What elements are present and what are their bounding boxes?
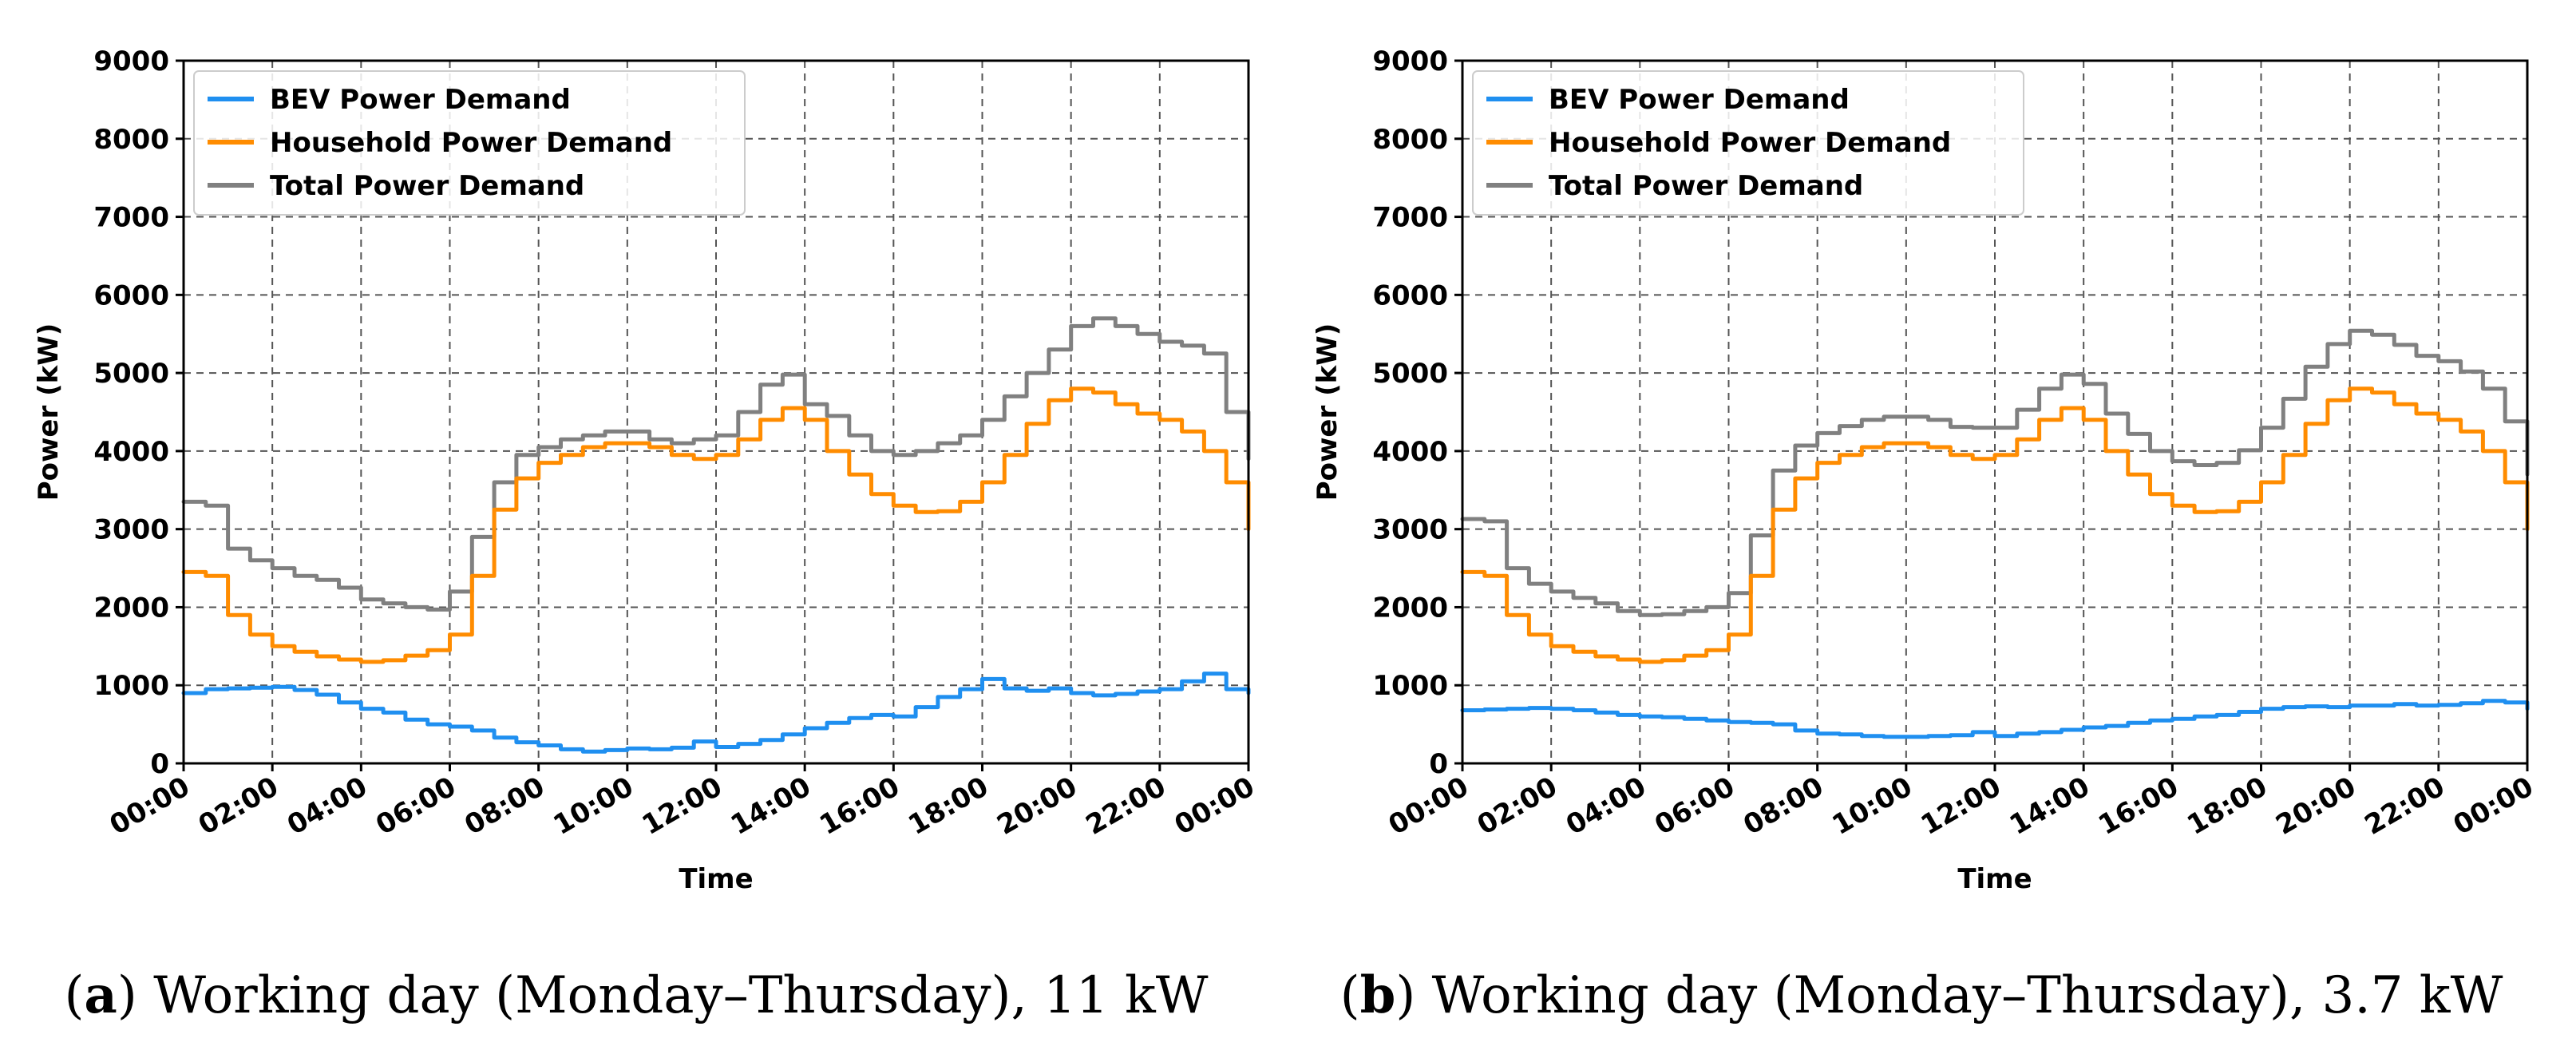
legend-label-bev-a: BEV Power Demand <box>270 84 571 116</box>
x-tick-label: 16:00 <box>2093 771 2184 842</box>
x-ticks-b: 00:0002:0004:0006:0008:0010:0012:0014:00… <box>1383 763 2539 842</box>
x-tick-label: 10:00 <box>1827 771 1918 842</box>
legend-label-bev-b: BEV Power Demand <box>1549 84 1850 116</box>
x-tick-label: 16:00 <box>814 771 905 842</box>
y-axis-label-a: Power (kW) <box>33 323 65 501</box>
y-tick-label: 0 <box>150 748 169 780</box>
x-tick-label: 18:00 <box>2182 771 2273 842</box>
caption-a: (a) Working day (Monday–Thursday), 11 kW <box>64 965 1208 1025</box>
y-tick-label: 8000 <box>93 124 169 156</box>
x-axis-label-a: Time <box>679 863 753 895</box>
x-tick-label: 06:00 <box>370 771 461 842</box>
x-tick-label: 18:00 <box>903 771 994 842</box>
y-tick-label: 6000 <box>1372 279 1448 311</box>
x-tick-label: 12:00 <box>1916 771 2007 842</box>
x-tick-label: 06:00 <box>1649 771 1740 842</box>
x-tick-label: 08:00 <box>459 771 550 842</box>
series-layer-b <box>1460 328 2530 739</box>
caption-text-a: Working day (Monday–Thursday), 11 kW <box>153 966 1209 1025</box>
y-tick-label: 3000 <box>1372 514 1448 546</box>
x-tick-label: 22:00 <box>2360 771 2451 842</box>
legend-label-household-a: Household Power Demand <box>270 127 672 159</box>
series-layer-a <box>181 316 1251 754</box>
y-tick-label: 4000 <box>93 436 169 468</box>
legend-b: BEV Power Demand Household Power Demand … <box>1472 70 2024 216</box>
caption-b: (b) Working day (Monday–Thursday), 3.7 k… <box>1340 965 2503 1025</box>
y-tick-label: 7000 <box>1372 202 1448 234</box>
x-tick-label: 12:00 <box>637 771 728 842</box>
legend-box-a <box>193 70 746 216</box>
y-tick-label: 2000 <box>93 592 169 624</box>
y-tick-label: 8000 <box>1372 124 1448 156</box>
x-tick-label: 04:00 <box>1561 771 1652 842</box>
caption-letter-a: a <box>84 965 117 1025</box>
y-tick-label: 0 <box>1429 748 1448 780</box>
series-line-household-a <box>181 386 1251 664</box>
caption-letter-b: b <box>1360 965 1396 1025</box>
y-tick-label: 6000 <box>93 279 169 311</box>
series-line-total-a <box>181 316 1251 612</box>
y-tick-label: 1000 <box>1372 670 1448 702</box>
y-tick-label: 3000 <box>93 514 169 546</box>
x-tick-label: 00:00 <box>105 771 196 842</box>
y-tick-label: 5000 <box>1372 358 1448 390</box>
x-tick-label: 10:00 <box>548 771 639 842</box>
legend-label-total-b: Total Power Demand <box>1549 170 1863 202</box>
x-tick-label: 00:00 <box>1169 771 1260 842</box>
x-tick-label: 20:00 <box>2270 771 2361 842</box>
x-tick-label: 20:00 <box>991 771 1082 842</box>
y-tick-label: 2000 <box>1372 592 1448 624</box>
series-line-household-b <box>1460 386 2530 664</box>
x-ticks-a: 00:0002:0004:0006:0008:0010:0012:0014:00… <box>105 763 1260 842</box>
y-tick-label: 7000 <box>93 202 169 234</box>
y-ticks-b: 0 1000 2000 3000 4000 5000 6000 7000 8000 9000 <box>1372 46 1462 780</box>
legend-label-total-a: Total Power Demand <box>270 170 584 202</box>
legend-a: BEV Power Demand Household Power Demand … <box>193 70 746 216</box>
chart-panel-a: 0 1000 2000 3000 4000 5000 6000 7000 8000 9000 00… <box>33 46 1260 1025</box>
x-tick-label: 02:00 <box>193 771 284 842</box>
y-axis-label-b: Power (kW) <box>1312 323 1343 501</box>
x-tick-label: 14:00 <box>726 771 817 842</box>
y-tick-label: 4000 <box>1372 436 1448 468</box>
x-tick-label: 22:00 <box>1081 771 1172 842</box>
x-tick-label: 02:00 <box>1472 771 1563 842</box>
chart-panel-b: 0 1000 2000 3000 4000 5000 6000 7000 8000 9000 00… <box>1312 46 2539 1025</box>
x-axis-label-b: Time <box>1957 863 2032 895</box>
x-tick-label: 04:00 <box>282 771 373 842</box>
y-ticks-a: 0 1000 2000 3000 4000 5000 6000 7000 8000 9000 <box>93 46 184 780</box>
x-tick-label: 08:00 <box>1738 771 1829 842</box>
y-tick-label: 9000 <box>93 46 169 77</box>
x-tick-label: 14:00 <box>2004 771 2095 842</box>
caption-text-b: Working day (Monday–Thursday), 3.7 kW <box>1432 966 2503 1025</box>
y-tick-label: 5000 <box>93 358 169 390</box>
x-tick-label: 00:00 <box>2448 771 2539 842</box>
y-tick-label: 9000 <box>1372 46 1448 77</box>
legend-box-b <box>1472 70 2024 216</box>
legend-label-household-b: Household Power Demand <box>1549 127 1951 159</box>
series-line-bev-a <box>181 672 1251 754</box>
series-line-total-b <box>1460 328 2530 617</box>
x-tick-label: 00:00 <box>1383 771 1474 842</box>
series-line-bev-b <box>1460 699 2530 739</box>
y-tick-label: 1000 <box>93 670 169 702</box>
